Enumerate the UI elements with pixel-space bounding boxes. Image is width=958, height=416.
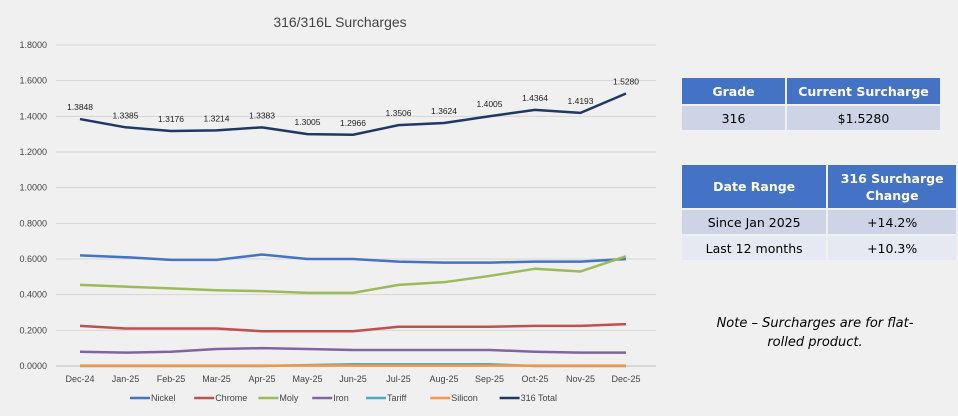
x-tick-label: Mar-25 — [202, 374, 231, 384]
change-table: Date Range 316 Surcharge Change Since Jan… — [680, 163, 958, 262]
y-tick-label: 1.0000 — [19, 183, 47, 193]
y-tick-label: 0.6000 — [19, 254, 47, 264]
grade-value: 316 — [682, 106, 785, 130]
data-label: 1.3176 — [158, 114, 184, 124]
x-tick-label: Jan-25 — [112, 374, 140, 384]
x-tick-label: Feb-25 — [157, 374, 186, 384]
y-tick-label: 0.0000 — [19, 361, 47, 371]
series-line-iron — [79, 346, 626, 354]
legend-label: Iron — [333, 393, 349, 403]
series-line-316-total — [79, 92, 627, 137]
data-label: 1.3624 — [431, 106, 457, 116]
legend-label: Silicon — [451, 393, 478, 403]
header-grade: Grade — [682, 78, 785, 104]
y-tick-label: 1.4000 — [19, 111, 47, 121]
data-label: 1.5280 — [613, 77, 639, 87]
series-line-nickel — [79, 253, 627, 264]
legend-label: Nickel — [151, 393, 176, 403]
data-label: 1.3385 — [113, 110, 139, 120]
x-tick-label: Dec-24 — [65, 374, 94, 384]
data-label: 1.3214 — [204, 113, 230, 123]
surcharge-line-chart: 316/316L Surcharges 0.0000 0.2000 0.4000 0.… — [19, 14, 656, 403]
legend-label: Moly — [279, 393, 299, 403]
x-tick-label: Oct-25 — [521, 374, 548, 384]
range-label: Last 12 months — [682, 236, 827, 260]
grade-table: Grade Current Surcharge 316 $1.5280 — [680, 76, 942, 132]
data-label: 1.4193 — [568, 96, 594, 106]
x-tick-label: Jul-25 — [386, 374, 411, 384]
header-current-surcharge: Current Surcharge — [787, 78, 940, 104]
x-tick-label: Apr-25 — [248, 374, 275, 384]
range-change: +10.3% — [828, 236, 956, 260]
x-tick-label: Aug-25 — [429, 374, 458, 384]
header-date-range: Date Range — [682, 165, 827, 208]
header-surcharge-change: 316 Surcharge Change — [828, 165, 956, 208]
x-tick-label: Sep-25 — [475, 374, 504, 384]
range-label: Since Jan 2025 — [682, 210, 827, 234]
y-tick-label: 0.8000 — [19, 218, 47, 228]
data-label: 1.3005 — [295, 117, 321, 127]
y-tick-label: 0.2000 — [19, 325, 47, 335]
series-line-chrome — [79, 322, 627, 333]
y-tick-label: 1.2000 — [19, 147, 47, 157]
data-label: 1.3506 — [386, 108, 412, 118]
note-text: Note – Surcharges are for flat-rolled pr… — [716, 316, 914, 350]
x-tick-label: May-25 — [292, 374, 322, 384]
series-line-moly — [79, 255, 627, 295]
legend-label: 316 Total — [521, 393, 557, 403]
data-label: 1.3848 — [67, 102, 93, 112]
legend-label: Tariff — [387, 393, 407, 403]
chart-title: 316/316L Surcharges — [273, 14, 406, 30]
x-tick-label: Jun-25 — [339, 374, 367, 384]
data-label: 1.4005 — [477, 99, 503, 109]
y-tick-label: 1.6000 — [19, 76, 47, 86]
range-change: +14.2% — [828, 210, 956, 234]
y-tick-label: 1.8000 — [19, 40, 47, 50]
data-label: 1.4364 — [522, 93, 548, 103]
current-surcharge-value: $1.5280 — [787, 106, 940, 130]
data-label: 1.2966 — [340, 118, 366, 128]
data-label: 1.3383 — [249, 110, 275, 120]
y-tick-label: 0.4000 — [19, 290, 47, 300]
legend-label: Chrome — [215, 393, 247, 403]
x-tick-label: Nov-25 — [566, 374, 595, 384]
x-tick-label: Dec-25 — [611, 374, 640, 384]
